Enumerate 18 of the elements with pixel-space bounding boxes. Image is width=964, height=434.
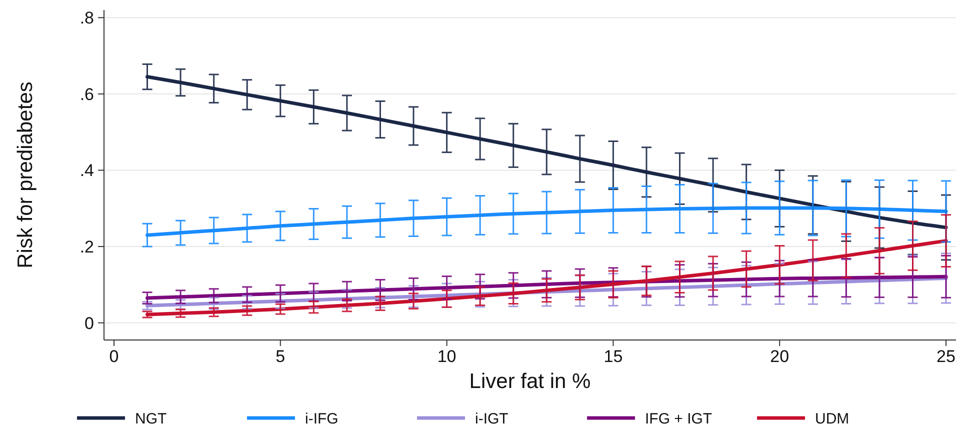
y-tick-label: .2 xyxy=(80,237,94,256)
x-tick-label: 0 xyxy=(109,347,119,366)
y-tick-label: 0 xyxy=(84,314,94,333)
legend-label: NGT xyxy=(135,410,167,428)
y-axis-title: Risk for prediabetes xyxy=(14,82,37,268)
legend-label: i-IGT xyxy=(475,410,508,428)
x-tick-label: 5 xyxy=(276,347,286,366)
x-tick-label: 20 xyxy=(770,347,790,366)
x-tick-label: 25 xyxy=(936,347,956,366)
x-tick-label: 10 xyxy=(437,347,456,366)
legend-label: IFG + IGT xyxy=(645,410,712,428)
y-tick-label: .8 xyxy=(80,8,94,28)
x-axis-title: Liver fat in % xyxy=(469,370,591,393)
x-tick-label: 15 xyxy=(604,347,623,366)
y-tick-label: .4 xyxy=(80,161,94,180)
legend-label: UDM xyxy=(815,410,850,428)
legend-label: i-IFG xyxy=(305,410,338,428)
y-tick-label: .6 xyxy=(80,84,94,104)
